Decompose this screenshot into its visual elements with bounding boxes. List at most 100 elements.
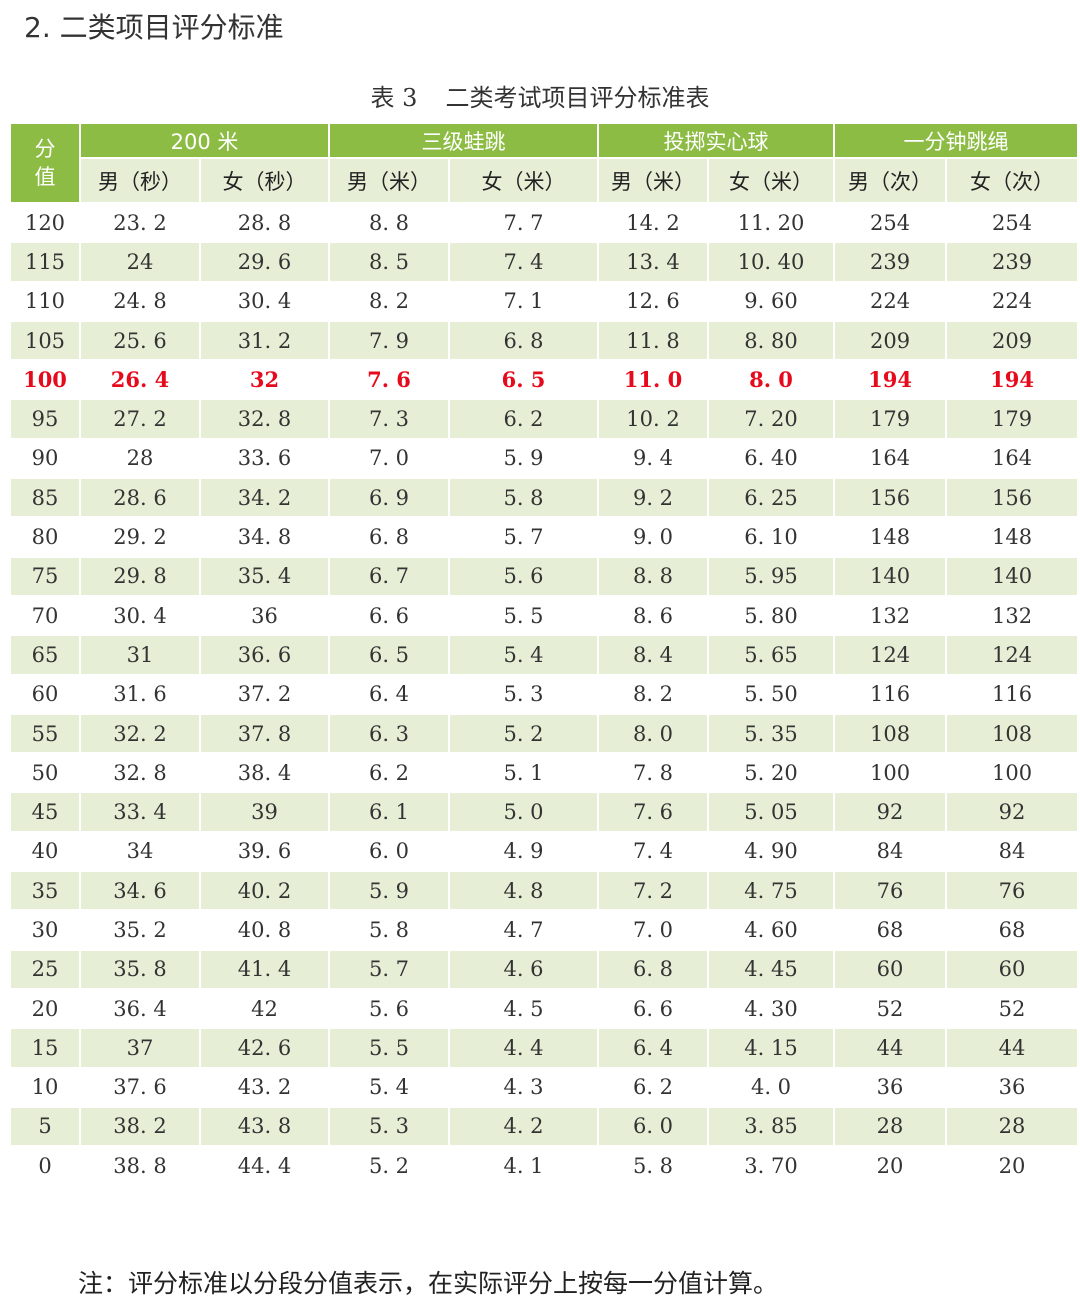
cell-rope-female: 60 [945, 948, 1080, 990]
cell-rope-female: 239 [945, 241, 1080, 283]
cell-score: 55 [9, 712, 81, 755]
cell-200m-male: 30. 4 [79, 594, 201, 637]
cell-score: 70 [9, 594, 81, 637]
cell-rope-male: 132 [833, 594, 948, 637]
cell-200m-female: 44. 4 [198, 1145, 331, 1187]
cell-ball-male: 7. 4 [597, 830, 710, 873]
cell-score: 120 [9, 201, 81, 244]
cell-rope-female: 254 [945, 201, 1080, 244]
cell-200m-female: 36 [198, 594, 331, 637]
cell-rope-male: 156 [833, 477, 948, 519]
table-row: 120 23. 2 28. 8 8. 8 7. 7 14. 2 11. 20 254 254 [9, 201, 1080, 244]
cell-frog-jump-female: 5. 6 [448, 555, 600, 597]
cell-frog-jump-female: 5. 0 [448, 791, 600, 833]
cell-frog-jump-female: 6. 8 [448, 319, 600, 362]
table-row: 5 38. 2 43. 8 5. 3 4. 2 6. 0 3. 85 28 28 [9, 1105, 1080, 1148]
table-row: 20 36. 4 42 5. 6 4. 5 6. 6 4. 30 52 52 [9, 987, 1080, 1030]
cell-frog-jump-male: 8. 8 [328, 201, 451, 244]
cell-ball-male: 8. 6 [597, 594, 710, 637]
cell-ball-male: 10. 2 [597, 398, 710, 440]
cell-frog-jump-male: 6. 8 [328, 516, 451, 558]
cell-ball-female: 4. 0 [707, 1066, 836, 1108]
cell-ball-female: 5. 20 [707, 752, 836, 794]
table-row: 70 30. 4 36 6. 6 5. 5 8. 6 5. 80 132 132 [9, 594, 1080, 637]
table-row: 90 28 33. 6 7. 0 5. 9 9. 4 6. 40 164 164 [9, 437, 1080, 480]
cell-ball-female: 3. 70 [707, 1145, 836, 1187]
cell-frog-jump-male: 5. 9 [328, 870, 451, 912]
cell-rope-male: 44 [833, 1027, 948, 1069]
cell-score: 80 [9, 516, 81, 558]
cell-ball-male: 7. 8 [597, 752, 710, 794]
cell-rope-female: 179 [945, 398, 1080, 440]
table-row: 65 31 36. 6 6. 5 5. 4 8. 4 5. 65 124 124 [9, 634, 1080, 676]
cell-ball-female: 8. 80 [707, 319, 836, 362]
cell-rope-male: 148 [833, 516, 948, 558]
cell-200m-female: 37. 2 [198, 673, 331, 715]
table-row: 60 31. 6 37. 2 6. 4 5. 3 8. 2 5. 50 116 116 [9, 673, 1080, 715]
group-header-triple-frog-jump: 三级蛙跳 [328, 122, 600, 159]
cell-frog-jump-female: 4. 3 [448, 1066, 600, 1108]
cell-200m-male: 35. 8 [79, 948, 201, 990]
cell-score: 115 [9, 241, 81, 283]
table-sub-header-row: 男（秒） 女（秒） 男（米） 女（米） 男（米） 女（米） 男（次） 女（次） [10, 157, 1080, 204]
cell-frog-jump-male: 8. 2 [328, 280, 451, 322]
cell-frog-jump-female: 4. 5 [448, 987, 600, 1030]
cell-rope-female: 44 [945, 1027, 1080, 1069]
cell-frog-jump-male: 5. 7 [328, 948, 451, 990]
score-table-body: 120 23. 2 28. 8 8. 8 7. 7 14. 2 11. 20 254 254 11… [9, 201, 1080, 1187]
cell-200m-female: 43. 2 [198, 1066, 331, 1108]
sub-header-rope-male: 男（次） [833, 157, 948, 204]
cell-rope-female: 100 [945, 752, 1080, 794]
cell-ball-female: 5. 65 [707, 634, 836, 676]
cell-frog-jump-male: 6. 7 [328, 555, 451, 597]
cell-rope-male: 140 [833, 555, 948, 597]
cell-frog-jump-female: 5. 1 [448, 752, 600, 794]
cell-rope-female: 76 [945, 870, 1080, 912]
cell-200m-male: 33. 4 [79, 791, 201, 833]
sub-header-frog-jump-female: 女（米） [448, 157, 600, 204]
cell-200m-female: 37. 8 [198, 712, 331, 755]
cell-200m-male: 28 [79, 437, 201, 480]
cell-rope-female: 52 [945, 987, 1080, 1030]
cell-rope-male: 179 [833, 398, 948, 440]
cell-200m-female: 32 [198, 359, 331, 401]
cell-200m-male: 31 [79, 634, 201, 676]
cell-ball-female: 4. 15 [707, 1027, 836, 1069]
cell-rope-male: 20 [833, 1145, 948, 1187]
cell-rope-male: 60 [833, 948, 948, 990]
cell-frog-jump-male: 5. 6 [328, 987, 451, 1030]
table-row: 55 32. 2 37. 8 6. 3 5. 2 8. 0 5. 35 108 108 [9, 712, 1080, 755]
cell-200m-female: 38. 4 [198, 752, 331, 794]
cell-ball-male: 9. 4 [597, 437, 710, 480]
cell-200m-male: 29. 8 [79, 555, 201, 597]
cell-200m-male: 37. 6 [79, 1066, 201, 1108]
cell-frog-jump-female: 7. 1 [448, 280, 600, 322]
cell-frog-jump-female: 4. 8 [448, 870, 600, 912]
cell-ball-female: 10. 40 [707, 241, 836, 283]
cell-ball-male: 9. 0 [597, 516, 710, 558]
cell-200m-male: 36. 4 [79, 987, 201, 1030]
score-standard-table: 分 值 200 米 三级蛙跳 投掷实心球 一分钟跳绳 男（秒） 女（秒） 男（米… [9, 122, 1080, 1187]
score-header-char-2: 值 [34, 165, 56, 189]
cell-ball-female: 9. 60 [707, 280, 836, 322]
cell-frog-jump-male: 6. 2 [328, 752, 451, 794]
cell-rope-male: 68 [833, 909, 948, 951]
cell-rope-male: 194 [833, 359, 948, 401]
cell-200m-female: 42. 6 [198, 1027, 331, 1069]
cell-score: 5 [9, 1105, 81, 1148]
sub-header-rope-female: 女（次） [945, 157, 1080, 204]
table-row: 40 34 39. 6 6. 0 4. 9 7. 4 4. 90 84 84 [9, 830, 1080, 873]
cell-ball-male: 7. 0 [597, 909, 710, 951]
cell-frog-jump-female: 7. 4 [448, 241, 600, 283]
cell-rope-female: 124 [945, 634, 1080, 676]
cell-frog-jump-male: 7. 0 [328, 437, 451, 480]
cell-score: 75 [9, 555, 81, 597]
cell-score: 95 [9, 398, 81, 440]
cell-rope-female: 84 [945, 830, 1080, 873]
cell-ball-male: 8. 2 [597, 673, 710, 715]
group-header-200m: 200 米 [78, 122, 331, 159]
cell-200m-male: 37 [79, 1027, 201, 1069]
cell-ball-female: 4. 90 [707, 830, 836, 873]
cell-frog-jump-male: 8. 5 [328, 241, 451, 283]
cell-200m-male: 38. 2 [79, 1105, 201, 1148]
